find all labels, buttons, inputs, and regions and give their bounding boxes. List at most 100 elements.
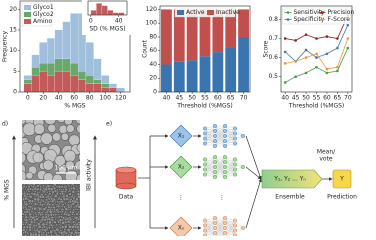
x-tick-label: 65 [227,95,235,102]
y-axis-label: Frequency [2,31,9,62]
cell [73,213,76,217]
cell [47,123,57,133]
net-edge [204,222,216,236]
histogram-bar [77,79,86,93]
marker [336,65,339,69]
x-tick-label: 65 [334,95,342,102]
chart: 0 20 40 60 80 100 120 40 45 50 55 60 65 70 Threshold (… [142,5,251,110]
cell [79,184,80,185]
net-node [222,143,227,148]
marker [304,71,308,75]
cell [68,192,72,196]
net-edge [226,220,236,236]
net-edge [214,156,226,168]
net-node [232,228,237,233]
cell [62,233,66,236]
y-tick-label: 0.5 [268,73,278,80]
cell [64,184,68,188]
legend-label: Specificity [294,16,325,23]
histogram-bar [62,58,71,72]
y-tick-label: 60 [149,47,157,54]
net-edge [224,169,236,178]
net-node [222,128,227,133]
bar [173,9,185,62]
cell [78,184,80,188]
cell [56,120,67,123]
arrow [245,135,262,180]
net-node [232,131,237,136]
net-node [202,136,207,141]
cell [53,194,58,198]
bar [225,9,237,48]
panel-label: d) [2,121,8,128]
cell [42,207,47,212]
x-tick-label: 60 [70,95,78,102]
cell [54,215,58,219]
x-tick-label: 50 [188,95,196,102]
cell [32,151,44,164]
net-node [212,230,217,235]
net-edge [204,227,216,236]
net-node [232,223,237,228]
x-tick-label: 80 [86,95,94,102]
cell [53,220,57,225]
marker [283,50,287,54]
cell [60,212,63,216]
histogram-bar [101,5,108,16]
legend-label: F-Score [328,16,351,23]
cell [33,221,36,224]
cell [60,209,64,213]
legend-swatch [207,10,214,15]
histogram-bar [23,79,32,84]
cell [78,197,80,201]
histogram-bar [118,12,125,16]
axis-label: % MGS [4,179,11,200]
cell [64,120,73,126]
cell [71,190,76,194]
y-tick-label: 15 [9,26,17,33]
net-node [202,218,207,223]
x-tick-label: 40 [115,18,123,25]
cell [69,233,73,236]
net-edge [204,217,216,231]
y-tick-label: 120 [146,6,158,13]
cell [44,120,57,125]
cell [51,225,54,229]
net-node [232,136,237,141]
marker [294,60,297,63]
cell [46,228,49,232]
histogram-bar [23,75,32,80]
x-tick-label: 70 [344,95,352,102]
net-edge [204,135,216,144]
cell [39,213,43,217]
cell [33,123,45,135]
y-tick-label: 0.8 [268,16,278,23]
cell [27,190,31,193]
net-node [232,167,237,172]
legend-label: Amino [33,18,52,25]
net-node [212,128,217,133]
arrow [245,178,262,229]
cell [44,198,49,202]
cell [33,206,38,211]
marker [315,37,318,40]
cell [75,120,80,125]
cell [43,184,48,186]
cell [74,219,78,222]
marker [315,52,318,56]
histogram-bar [108,87,117,93]
net-edge [227,230,236,236]
cell [72,228,75,231]
cell [24,187,27,191]
histogram-bar [85,75,94,84]
cell [77,204,80,209]
bar [199,56,211,92]
histogram-bar [108,83,117,88]
prediction-label: Prediction [327,194,357,201]
cell [63,224,68,229]
ensemble-outputs: Y₁, Y₂ ... Yₙ [273,176,306,183]
cell [51,192,55,196]
cell [44,222,49,227]
marker [325,35,329,38]
net-node [222,159,227,164]
